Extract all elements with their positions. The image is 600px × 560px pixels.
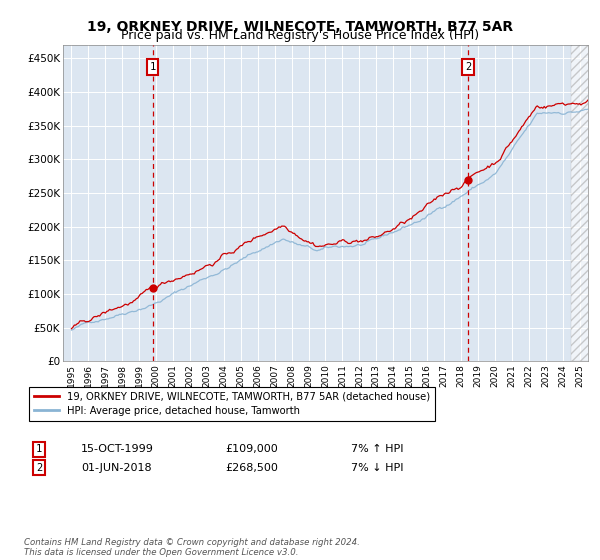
- Text: Price paid vs. HM Land Registry's House Price Index (HPI): Price paid vs. HM Land Registry's House …: [121, 29, 479, 42]
- Text: 7% ↑ HPI: 7% ↑ HPI: [351, 444, 404, 454]
- Text: £268,500: £268,500: [225, 463, 278, 473]
- Legend: 19, ORKNEY DRIVE, WILNECOTE, TAMWORTH, B77 5AR (detached house), HPI: Average pr: 19, ORKNEY DRIVE, WILNECOTE, TAMWORTH, B…: [29, 387, 435, 421]
- Text: Contains HM Land Registry data © Crown copyright and database right 2024.
This d: Contains HM Land Registry data © Crown c…: [24, 538, 360, 557]
- Text: 7% ↓ HPI: 7% ↓ HPI: [351, 463, 404, 473]
- Text: 01-JUN-2018: 01-JUN-2018: [81, 463, 152, 473]
- Text: 19, ORKNEY DRIVE, WILNECOTE, TAMWORTH, B77 5AR: 19, ORKNEY DRIVE, WILNECOTE, TAMWORTH, B…: [87, 20, 513, 34]
- Text: 1: 1: [149, 62, 156, 72]
- Text: 2: 2: [36, 463, 42, 473]
- Text: 2: 2: [465, 62, 471, 72]
- Text: 1: 1: [36, 444, 42, 454]
- Text: 15-OCT-1999: 15-OCT-1999: [81, 444, 154, 454]
- Text: £109,000: £109,000: [225, 444, 278, 454]
- Bar: [571, 45, 596, 361]
